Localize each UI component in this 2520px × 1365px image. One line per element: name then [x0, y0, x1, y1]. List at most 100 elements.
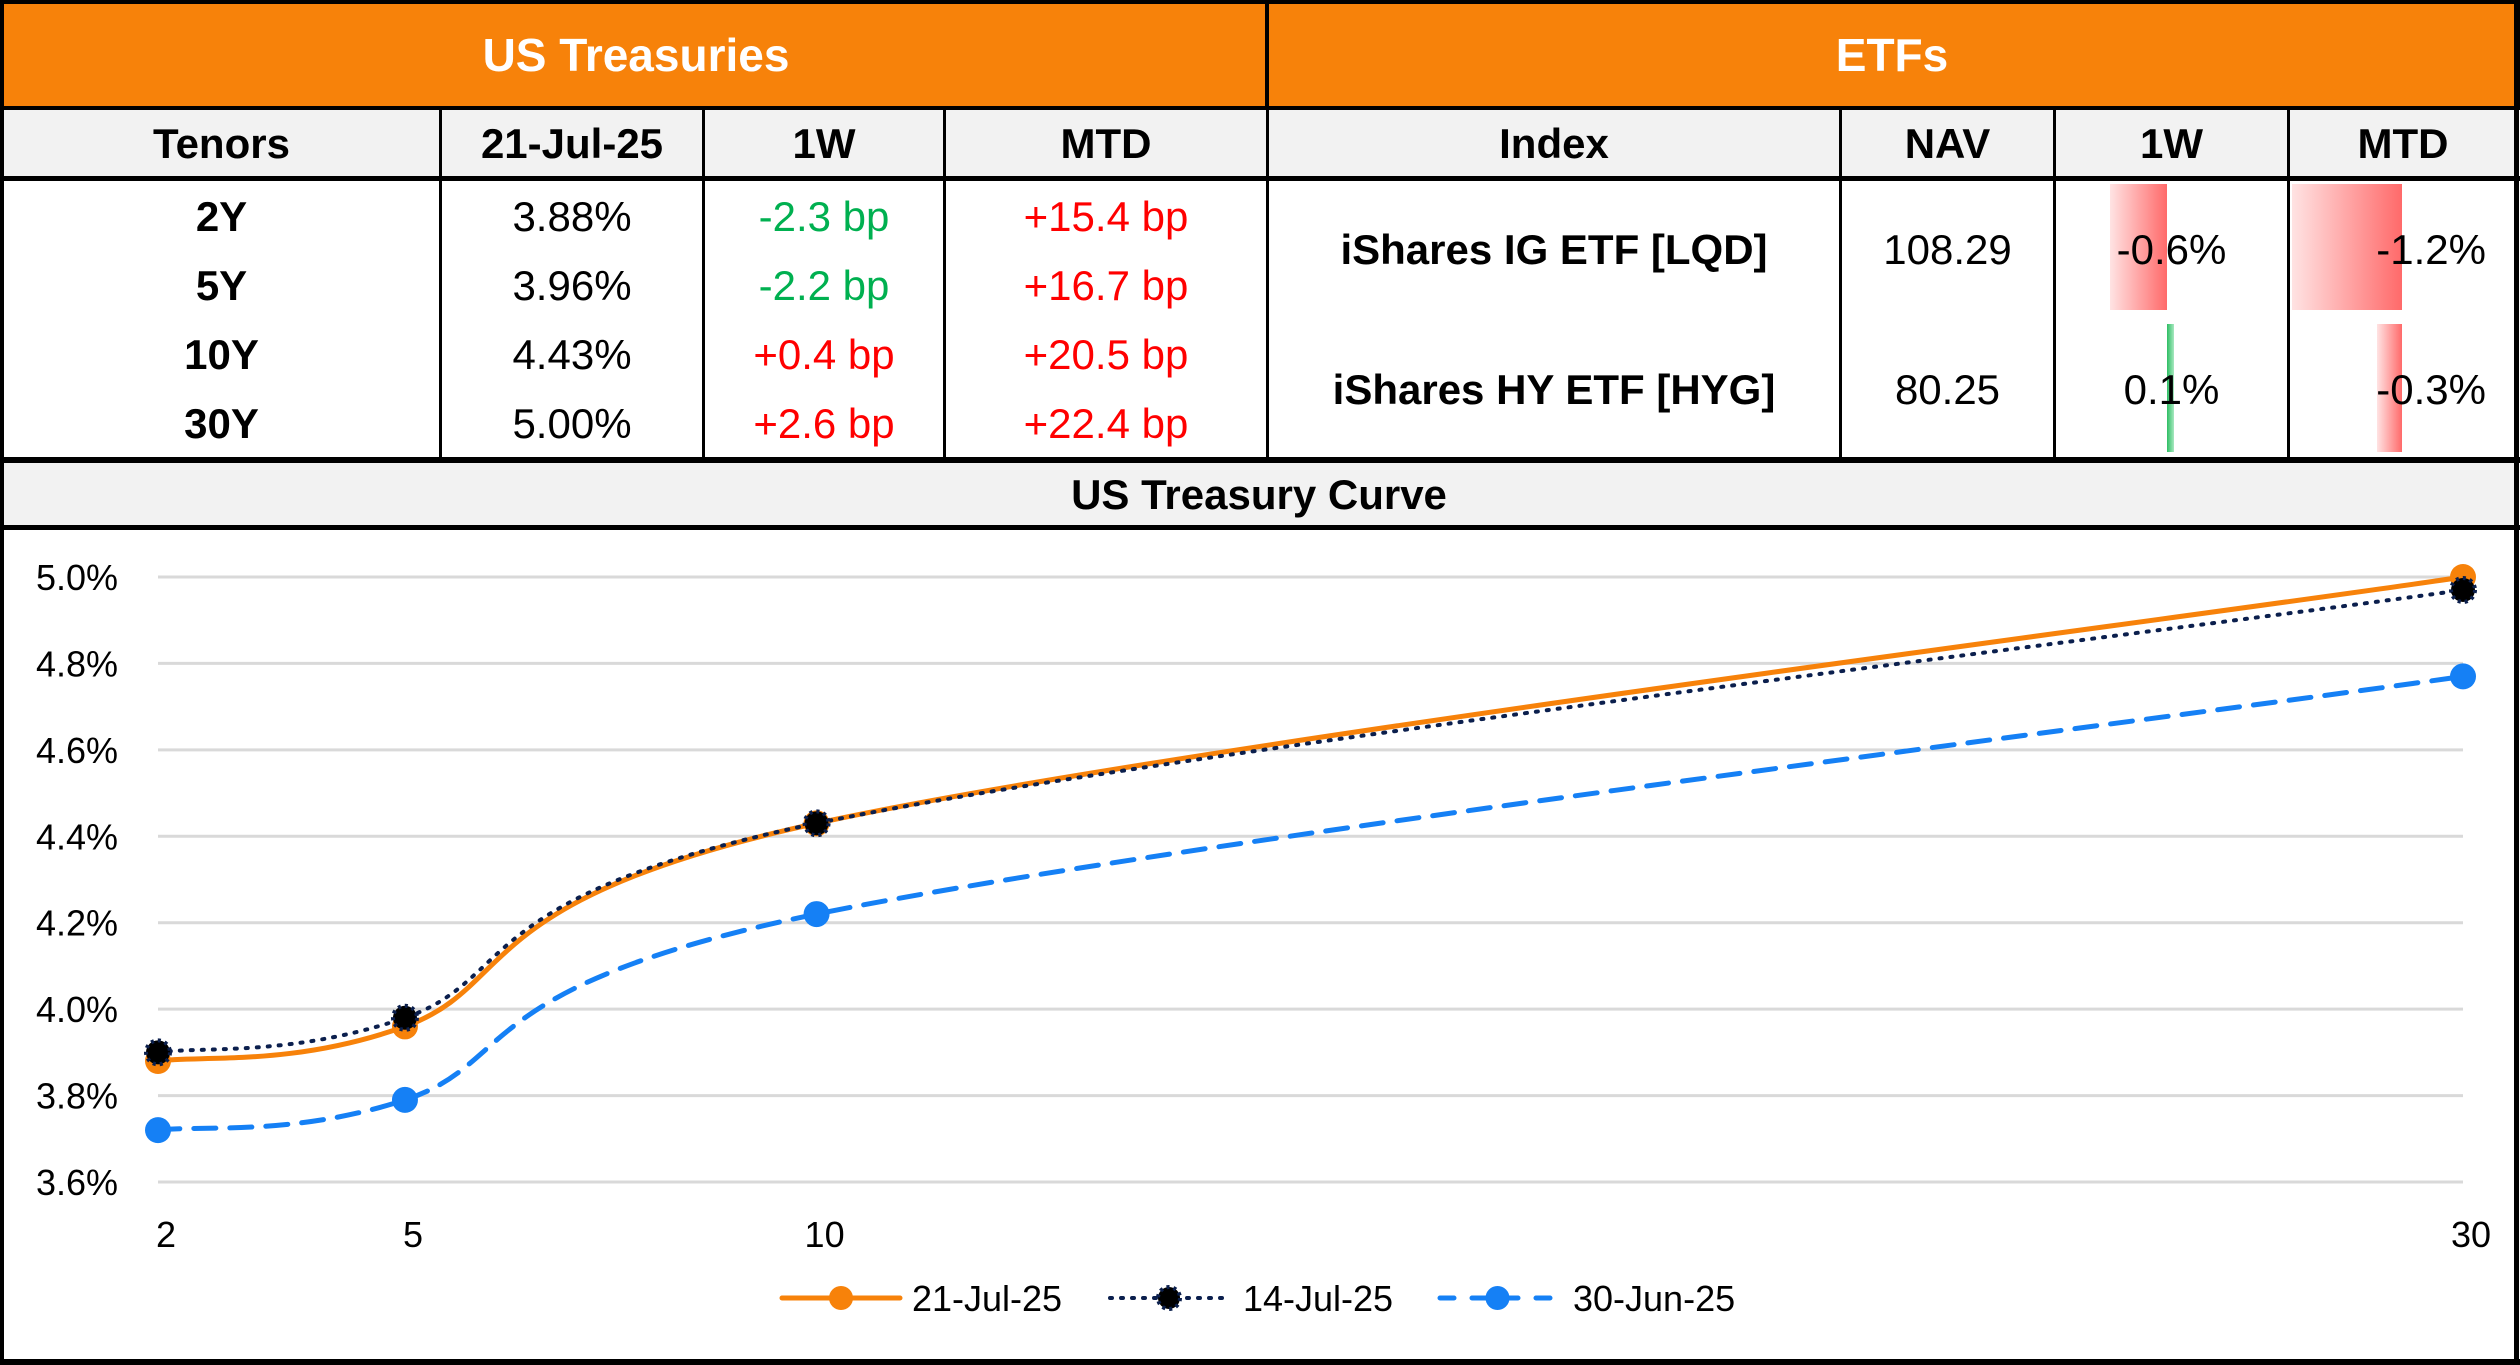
etf-mtd-lqd: -1.2%	[2290, 180, 2516, 320]
data-point	[390, 1003, 419, 1032]
etf-mtd-hyg: -0.3%	[2290, 320, 2516, 460]
col-header-nav: NAV	[1842, 110, 2053, 177]
col-header-label: Index	[1499, 119, 1609, 167]
legend-item-21-Jul-25: 21-Jul-25	[779, 1278, 1062, 1319]
y-tick-label: 4.2%	[36, 903, 118, 944]
treasury-change-1w: +2.6 bp	[753, 399, 895, 447]
treasury-change-1w-cell: -2.2 bp	[705, 251, 943, 320]
bottom-border	[0, 1359, 2520, 1365]
databar-lqd-mtd	[2292, 184, 2402, 310]
y-tick-label: 3.6%	[36, 1162, 118, 1203]
chart-title-bar: US Treasury Curve	[4, 463, 2514, 526]
data-point	[2449, 575, 2477, 604]
databar-lqd-1w	[2110, 184, 2167, 310]
treasury-change-1w: -2.2 bp	[758, 261, 890, 309]
etf-index-label: iShares HY ETF [HYG]	[1332, 366, 1776, 413]
x-tick-label: 10	[805, 1214, 845, 1255]
treasury-tenor: 10Y	[184, 330, 259, 378]
col-header-label: 1W	[2140, 119, 2203, 167]
etf-nav-value: 108.29	[1883, 226, 2012, 273]
legend-label: 14-Jul-25	[1243, 1278, 1393, 1319]
treasury-yield: 5.00%	[512, 399, 632, 447]
y-tick-label: 3.8%	[36, 1076, 118, 1117]
legend-marker-icon	[1485, 1286, 1510, 1310]
legend-item-14-Jul-25: 14-Jul-25	[1108, 1278, 1393, 1319]
col-header-label: 1W	[792, 119, 856, 167]
treasury-tenor-cell: 30Y	[4, 389, 439, 458]
databar-hyg-1w	[2167, 324, 2174, 452]
section-title-us-treasuries: US Treasuries	[482, 29, 790, 81]
treasury-tenor-cell: 10Y	[4, 320, 439, 389]
treasury-tenor: 2Y	[195, 192, 248, 240]
x-tick-label: 2	[156, 1214, 176, 1255]
col-divider	[439, 110, 442, 460]
etf-nav-hyg: 80.25	[1842, 320, 2053, 460]
data-point	[145, 1117, 171, 1144]
legend-label: 21-Jul-25	[912, 1278, 1062, 1319]
col-header-date: 21-Jul-25	[442, 110, 702, 177]
data-point	[2450, 663, 2476, 690]
databar-hyg-mtd	[2377, 324, 2402, 452]
data-point	[803, 901, 830, 928]
treasury-change-1w-cell: +0.4 bp	[705, 320, 943, 389]
treasury-change-mtd-cell: +20.5 bp	[946, 320, 1266, 389]
section-header-us-treasuries: US Treasuries	[0, 0, 1268, 110]
col-header-label: Tenors	[153, 119, 290, 167]
treasury-change-mtd: +16.7 bp	[1023, 261, 1189, 309]
y-tick-label: 4.0%	[36, 989, 118, 1030]
treasury-change-mtd-cell: +16.7 bp	[946, 251, 1266, 320]
y-tick-label: 5.0%	[36, 557, 118, 598]
treasury-yield-cell: 5.00%	[442, 389, 702, 458]
section-divider	[1266, 0, 1269, 460]
x-tick-label: 30	[2451, 1214, 2491, 1255]
col-header-tenors: Tenors	[4, 110, 439, 177]
treasury-change-mtd: +20.5 bp	[1023, 330, 1189, 378]
etf-index-lqd: iShares IG ETF [LQD]	[1269, 180, 1839, 320]
treasury-change-mtd-cell: +15.4 bp	[946, 182, 1266, 251]
treasury-tenor-cell: 2Y	[4, 182, 439, 251]
legend-item-30-Jun-25: 30-Jun-25	[1437, 1278, 1735, 1319]
series-line-14-Jul-25	[156, 587, 2465, 1055]
table-bottom-divider	[0, 457, 2520, 463]
y-tick-label: 4.4%	[36, 816, 118, 857]
col-header-label: MTD	[1060, 119, 1152, 167]
etf-index-hyg: iShares HY ETF [HYG]	[1269, 320, 1839, 460]
etf-mtd-value: -0.3%	[2376, 366, 2486, 413]
treasury-change-1w: +0.4 bp	[753, 330, 895, 378]
col-divider	[1839, 110, 1842, 460]
treasury-yield: 3.88%	[512, 192, 632, 240]
right-border	[2514, 0, 2519, 1365]
etf-1w-hyg: 0.1%	[2056, 320, 2287, 460]
col-header-index: Index	[1269, 110, 1839, 177]
col-divider	[2287, 110, 2290, 460]
treasury-change-mtd: +22.4 bp	[1023, 399, 1189, 447]
treasury-change-1w-cell: -2.3 bp	[705, 182, 943, 251]
col-divider	[943, 110, 946, 460]
col-header-label: NAV	[1904, 119, 1991, 167]
section-title-etfs: ETFs	[1835, 29, 1949, 81]
y-tick-label: 4.8%	[36, 643, 118, 684]
legend-label: 30-Jun-25	[1573, 1278, 1735, 1319]
col-header-etf-1w: 1W	[2056, 110, 2287, 177]
treasury-yield: 4.43%	[512, 330, 632, 378]
etf-index-label: iShares IG ETF [LQD]	[1340, 226, 1768, 273]
col-header-etf-mtd: MTD	[2290, 110, 2516, 177]
treasury-change-1w: -2.3 bp	[758, 192, 890, 240]
legend-marker-icon	[1156, 1285, 1182, 1311]
y-tick-label: 4.6%	[36, 730, 118, 771]
treasury-change-mtd: +15.4 bp	[1023, 192, 1189, 240]
treasury-tenor-cell: 5Y	[4, 251, 439, 320]
etf-1w-lqd: -0.6%	[2056, 180, 2287, 320]
treasury-yield-cell: 3.88%	[442, 182, 702, 251]
etf-1w-value: 0.1%	[2123, 366, 2220, 413]
etf-nav-value: 80.25	[1894, 366, 2001, 413]
legend-marker-icon	[829, 1286, 853, 1310]
treasury-tenor: 30Y	[184, 399, 259, 447]
header-divider	[0, 176, 2520, 181]
etf-1w-value: -0.6%	[2116, 226, 2227, 273]
col-header-1w: 1W	[705, 110, 943, 177]
col-divider	[702, 110, 705, 460]
chart-title-divider	[0, 525, 2520, 530]
